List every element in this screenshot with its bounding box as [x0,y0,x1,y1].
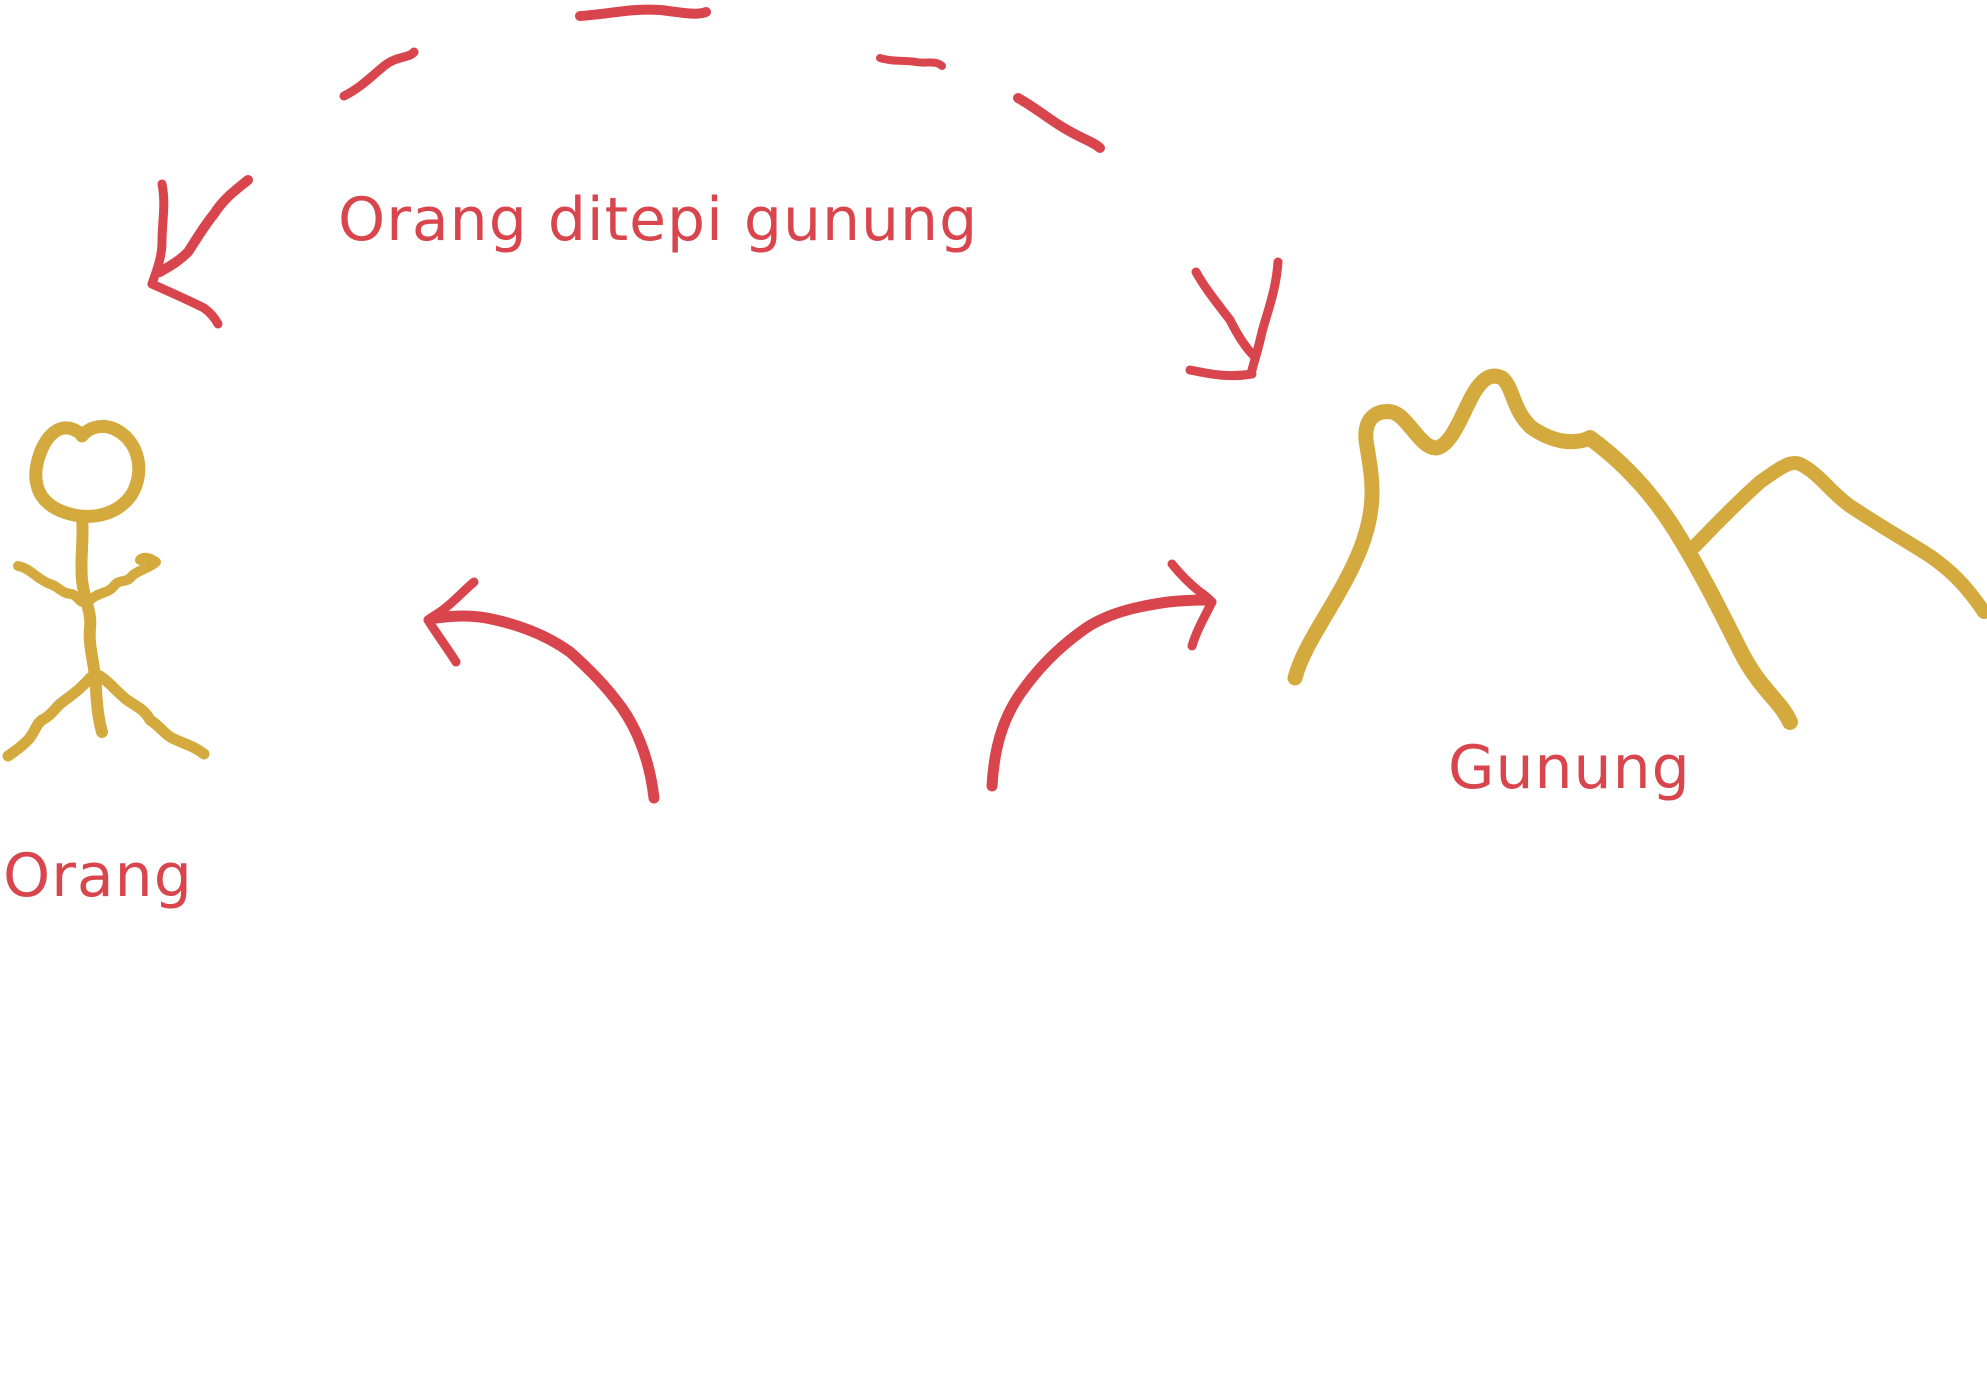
label-mountain: Gunung [1448,733,1691,803]
curved-arrow-icon [1185,365,1257,381]
curved-arrow-icon [155,175,253,277]
label-person-on-mountain: Orang ditepi gunung [338,185,979,255]
curved-arrow-icon [1247,257,1283,375]
mountain-inner-peak [1688,456,1987,619]
person-left-leg [2,672,96,762]
curved-arrow-icon [430,610,660,804]
person-head [29,419,146,523]
curved-arrow-icon [1191,267,1259,361]
wave-stroke [1013,93,1105,153]
curved-arrow-icon [147,279,223,329]
person-right-arm [85,552,161,605]
curved-arrow-icon [423,615,461,667]
person-torso [75,510,108,738]
wave-stroke [876,54,946,70]
arrows-group [147,4,1283,804]
wave-stroke [575,4,711,21]
curved-arrow-icon [1187,597,1217,651]
person-right-leg [94,670,210,760]
mountain-icon [1287,368,1987,730]
mountain-outline-left [1287,368,1598,686]
curved-arrow-icon [986,594,1214,792]
person-left-arm [13,561,91,608]
wave-stroke [339,47,419,101]
curved-arrow-icon [147,179,169,289]
mountain-outline-right-slope [1582,430,1798,730]
label-person: Orang [3,841,193,911]
stick-figure-icon [2,419,210,762]
